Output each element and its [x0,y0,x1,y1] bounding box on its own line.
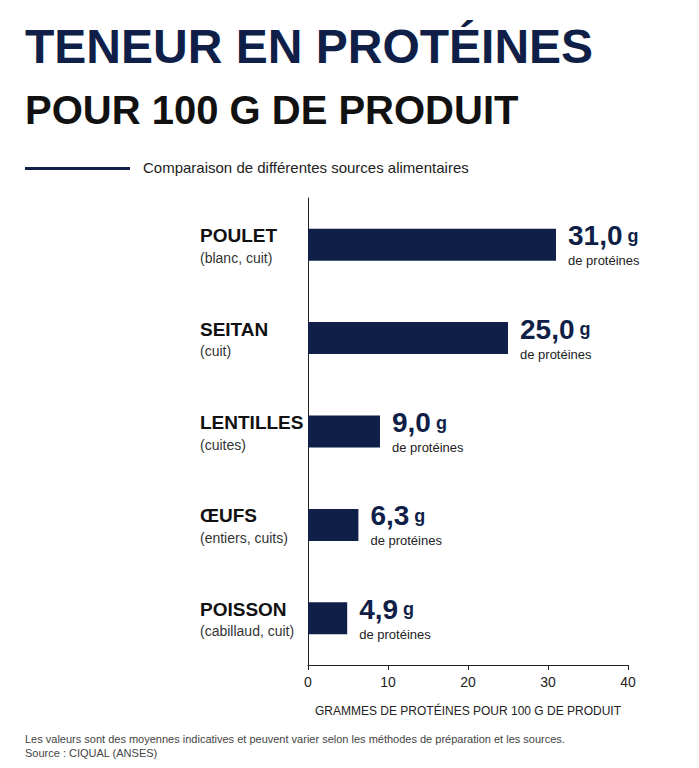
svg-text:6,3: 6,3 [370,500,409,531]
svg-text:TENEUR EN PROTÉINES: TENEUR EN PROTÉINES [25,20,593,73]
svg-text:9,0: 9,0 [392,407,431,438]
svg-text:de protéines: de protéines [392,440,464,455]
svg-text:(cuites): (cuites) [200,437,246,453]
svg-text:Source : CIQUAL (ANSES): Source : CIQUAL (ANSES) [25,747,157,759]
svg-text:ŒUFS: ŒUFS [200,505,257,526]
svg-text:Comparaison de différentes sou: Comparaison de différentes sources alime… [143,159,469,176]
svg-text:Les valeurs sont des moyennes: Les valeurs sont des moyennes indicative… [25,733,565,745]
svg-text:de protéines: de protéines [370,533,442,548]
svg-text:40: 40 [620,674,636,690]
svg-text:31,0: 31,0 [568,220,623,251]
svg-text:GRAMMES DE PROTÉINES POUR 100: GRAMMES DE PROTÉINES POUR 100 G DE PRODU… [315,703,622,718]
svg-text:25,0: 25,0 [520,314,575,345]
svg-text:0: 0 [304,674,312,690]
svg-text:10: 10 [380,674,396,690]
svg-text:4,9: 4,9 [359,594,398,625]
svg-text:(entiers, cuits): (entiers, cuits) [200,530,288,546]
svg-text:g: g [622,226,638,246]
svg-text:g: g [409,506,425,526]
svg-text:POUR 100 G DE PRODUIT: POUR 100 G DE PRODUIT [25,88,518,132]
svg-text:de protéines: de protéines [359,627,431,642]
svg-text:de protéines: de protéines [520,347,592,362]
svg-text:POISSON: POISSON [200,599,287,620]
svg-text:g: g [431,413,447,433]
svg-text:POULET: POULET [200,225,277,246]
svg-text:de protéines: de protéines [568,253,640,268]
svg-text:LENTILLES: LENTILLES [200,412,303,433]
svg-text:(cabillaud, cuit): (cabillaud, cuit) [200,623,294,639]
svg-text:g: g [398,599,414,619]
svg-text:(blanc, cuit): (blanc, cuit) [200,250,272,266]
svg-text:SEITAN: SEITAN [200,319,268,340]
svg-text:(cuit): (cuit) [200,343,231,359]
svg-text:30: 30 [540,674,556,690]
svg-text:20: 20 [460,674,476,690]
svg-text:g: g [574,319,590,339]
